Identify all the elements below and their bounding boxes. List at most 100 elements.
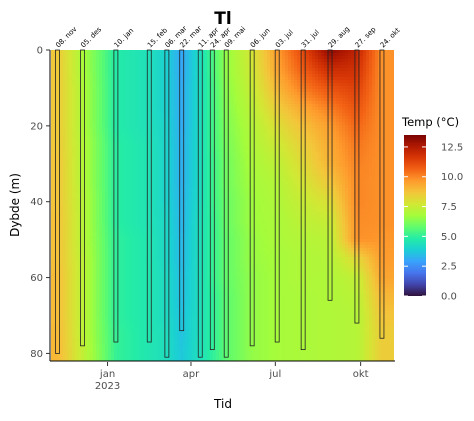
heat-cell (129, 323, 133, 327)
heat-cell (126, 146, 130, 150)
heat-cell (102, 95, 106, 99)
heat-cell (114, 305, 118, 309)
heat-cell (117, 194, 121, 198)
heat-cell (120, 110, 124, 114)
heat-cell (111, 122, 115, 126)
heat-cell (51, 332, 55, 336)
heat-cell (135, 287, 139, 291)
heat-cell (108, 56, 112, 60)
heat-cell (102, 101, 106, 105)
heat-cell (87, 116, 91, 120)
heat-cell (102, 179, 106, 183)
heat-cell (114, 197, 118, 201)
heat-cell (84, 74, 88, 78)
heat-cell (57, 221, 61, 225)
heat-cell (132, 260, 136, 264)
heat-cell (75, 173, 79, 177)
heat-cell (126, 305, 130, 309)
heat-cell (114, 293, 118, 297)
heat-cell (123, 311, 127, 315)
heat-cell (114, 152, 118, 156)
heat-cell (51, 257, 55, 261)
heat-cell (120, 299, 124, 303)
heat-cell (72, 128, 76, 132)
heat-cell (96, 242, 100, 246)
heat-cell (117, 275, 121, 279)
heat-cell (108, 176, 112, 180)
heat-cell (120, 182, 124, 186)
heat-cell (114, 287, 118, 291)
heat-cell (120, 224, 124, 228)
heat-cell (78, 335, 82, 339)
heat-cell (72, 287, 76, 291)
heat-cell (114, 146, 118, 150)
heat-cell (120, 128, 124, 132)
heat-cell (96, 329, 100, 333)
heat-cell (93, 179, 97, 183)
heat-cell (87, 62, 91, 66)
heat-cell (75, 350, 79, 354)
heat-cell (78, 206, 82, 210)
heat-cell (75, 275, 79, 279)
heat-cell (60, 125, 64, 129)
heat-cell (60, 113, 64, 117)
heat-cell (120, 68, 124, 72)
heat-cell (102, 329, 106, 333)
heat-cell (126, 161, 130, 165)
heat-cell (123, 125, 127, 129)
heat-cell (117, 119, 121, 123)
heat-cell (72, 155, 76, 159)
heat-cell (78, 320, 82, 324)
heat-cell (135, 275, 139, 279)
heat-cell (81, 179, 85, 183)
heat-cell (111, 296, 115, 300)
heat-cell (57, 284, 61, 288)
heat-cell (66, 344, 70, 348)
heat-cell (72, 323, 76, 327)
heat-cell (96, 293, 100, 297)
heat-cell (81, 359, 85, 361)
heat-cell (51, 326, 55, 330)
heat-cell (111, 272, 115, 276)
heat-cell (132, 125, 136, 129)
heat-cell (117, 260, 121, 264)
heat-cell (78, 68, 82, 72)
heat-cell (63, 263, 67, 267)
heat-cell (138, 266, 142, 270)
heat-cell (114, 272, 118, 276)
heat-cell (51, 287, 55, 291)
heat-cell (81, 332, 85, 336)
heat-cell (75, 269, 79, 273)
heat-cell (138, 134, 142, 138)
heat-cell (69, 221, 73, 225)
heat-cell (78, 146, 82, 150)
heat-cell (87, 185, 91, 189)
heat-cell (132, 86, 136, 90)
heat-cell (126, 344, 130, 348)
heat-cell (81, 350, 85, 354)
heat-cell (60, 146, 64, 150)
heat-cell (132, 101, 136, 105)
heat-cell (75, 326, 79, 330)
heat-cell (78, 92, 82, 96)
heat-cell (78, 65, 82, 69)
heat-cell (63, 161, 67, 165)
heat-cell (129, 299, 133, 303)
heat-cell (132, 197, 136, 201)
heat-cell (63, 278, 67, 282)
heat-cell (63, 92, 67, 96)
heat-cell (141, 83, 145, 87)
heat-cell (117, 299, 121, 303)
heat-cell (84, 68, 88, 72)
heat-cell (66, 311, 70, 315)
heat-cell (63, 260, 67, 264)
heat-cell (120, 281, 124, 285)
heat-cell (69, 158, 73, 162)
heat-cell (78, 275, 82, 279)
heat-cell (126, 341, 130, 345)
heat-cell (135, 284, 139, 288)
heat-cell (126, 272, 130, 276)
heat-cell (66, 116, 70, 120)
heat-cell (105, 77, 109, 81)
heat-cell (81, 140, 85, 144)
